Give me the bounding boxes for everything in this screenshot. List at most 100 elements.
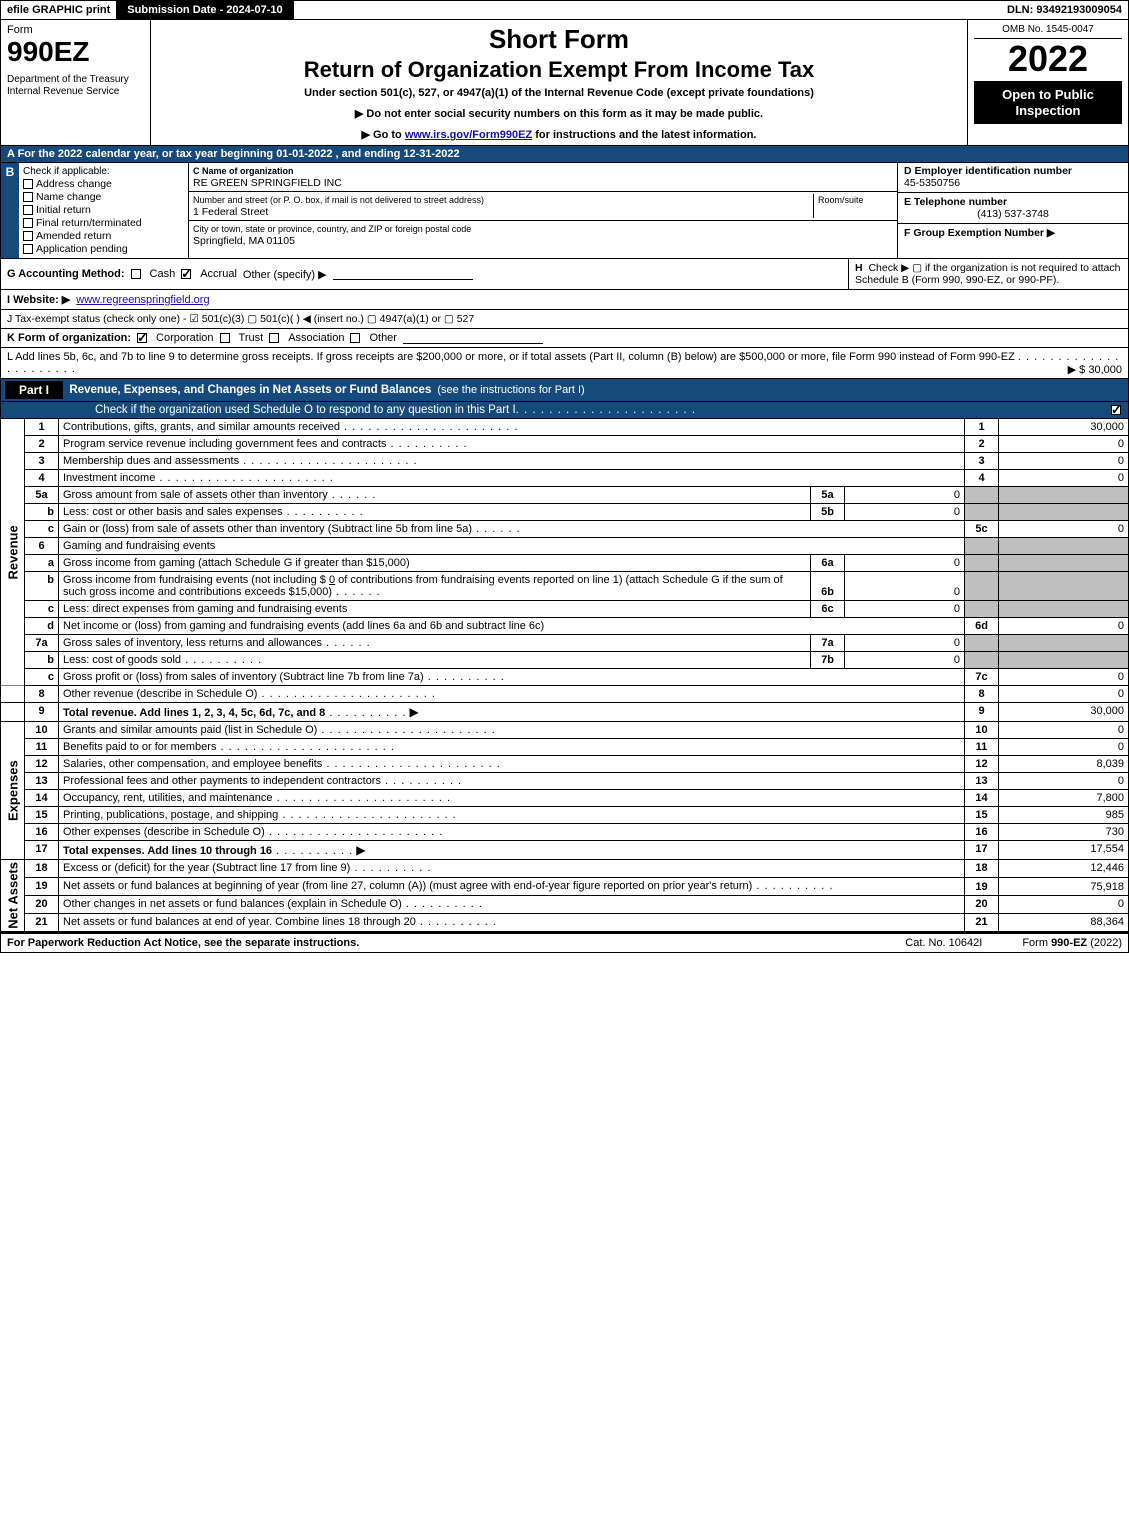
- g-label: G Accounting Method:: [7, 268, 125, 280]
- k-label: K Form of organization:: [7, 332, 131, 344]
- val-7a: 0: [845, 635, 965, 652]
- ein: 45-5350756: [904, 177, 1122, 189]
- val-4: 0: [999, 470, 1129, 487]
- val-6b: 0: [845, 572, 965, 601]
- chk-amended-return[interactable]: Amended return: [23, 230, 184, 242]
- i-label: I Website: ▶: [7, 293, 70, 306]
- irs-link[interactable]: www.irs.gov/Form990EZ: [405, 129, 532, 141]
- c-street-label: Number and street (or P. O. box, if mail…: [193, 195, 484, 205]
- val-3: 0: [999, 453, 1129, 470]
- open-to-public: Open to Public Inspection: [974, 81, 1122, 124]
- room-label: Room/suite: [818, 195, 864, 205]
- top-bar: efile GRAPHIC print Submission Date - 20…: [0, 0, 1129, 20]
- box-h: H Check ▶ ▢ if the organization is not r…: [848, 259, 1128, 289]
- header-mid: Short Form Return of Organization Exempt…: [151, 20, 968, 145]
- val-8: 0: [999, 686, 1129, 703]
- page-footer: For Paperwork Reduction Act Notice, see …: [0, 932, 1129, 953]
- chk-initial-return[interactable]: Initial return: [23, 204, 184, 216]
- chk-name-change[interactable]: Name change: [23, 191, 184, 203]
- tax-year: 2022: [974, 41, 1122, 77]
- letter-b: B: [1, 163, 19, 258]
- other-specify-input[interactable]: [333, 268, 473, 280]
- val-16: 730: [999, 824, 1129, 841]
- row-gh: G Accounting Method: Cash Accrual Other …: [0, 259, 1129, 290]
- chk-other-org[interactable]: [350, 333, 360, 343]
- l-amount: ▶ $ 30,000: [1068, 363, 1122, 376]
- box-c: C Name of organization RE GREEN SPRINGFI…: [189, 163, 898, 258]
- chk-accrual[interactable]: [181, 269, 191, 279]
- omb-number: OMB No. 1545-0047: [974, 24, 1122, 39]
- efile-label: efile GRAPHIC print: [1, 1, 117, 19]
- chk-cash[interactable]: [131, 269, 141, 279]
- org-street: 1 Federal Street: [193, 206, 268, 218]
- netassets-sidelabel: Net Assets: [1, 860, 25, 932]
- org-city: Springfield, MA 01105: [193, 235, 295, 247]
- box-b-label: Check if applicable:: [23, 166, 184, 177]
- val-15: 985: [999, 807, 1129, 824]
- row-k: K Form of organization: Corporation Trus…: [0, 329, 1129, 348]
- val-5b: 0: [845, 504, 965, 521]
- f-label: F Group Exemption Number ▶: [904, 227, 1122, 239]
- lines-table: Revenue 1 Contributions, gifts, grants, …: [0, 419, 1129, 932]
- dept-label: Department of the Treasury Internal Reve…: [7, 74, 144, 98]
- chk-trust[interactable]: [220, 333, 230, 343]
- val-6a: 0: [845, 555, 965, 572]
- website-link[interactable]: www.regreenspringfield.org: [76, 294, 209, 306]
- part1-header: Part I Revenue, Expenses, and Changes in…: [0, 379, 1129, 402]
- short-form-title: Short Form: [159, 24, 959, 55]
- val-20: 0: [999, 895, 1129, 913]
- val-5c: 0: [999, 521, 1129, 538]
- val-2: 0: [999, 436, 1129, 453]
- val-10: 0: [999, 722, 1129, 739]
- row-j: J Tax-exempt status (check only one) - ☑…: [0, 310, 1129, 329]
- dln: DLN: 93492193009054: [1001, 1, 1128, 19]
- submission-date: Submission Date - 2024-07-10: [117, 1, 293, 19]
- chk-final-return[interactable]: Final return/terminated: [23, 217, 184, 229]
- org-name: RE GREEN SPRINGFIELD INC: [193, 177, 342, 189]
- val-13: 0: [999, 773, 1129, 790]
- part1-note: (see the instructions for Part I): [437, 384, 584, 396]
- val-18: 12,446: [999, 860, 1129, 878]
- footer-left: For Paperwork Reduction Act Notice, see …: [7, 937, 865, 949]
- val-12: 8,039: [999, 756, 1129, 773]
- chk-association[interactable]: [269, 333, 279, 343]
- val-19: 75,918: [999, 877, 1129, 895]
- other-org-input[interactable]: [403, 332, 543, 344]
- header-right: OMB No. 1545-0047 2022 Open to Public In…: [968, 20, 1128, 145]
- val-6d: 0: [999, 618, 1129, 635]
- chk-corporation[interactable]: [137, 333, 147, 343]
- box-def: D Employer identification number 45-5350…: [898, 163, 1128, 258]
- chk-address-change[interactable]: Address change: [23, 178, 184, 190]
- part1-label: Part I: [5, 381, 63, 399]
- chk-schedule-o[interactable]: [1111, 405, 1121, 415]
- c-name-label: C Name of organization: [193, 166, 294, 176]
- val-6c: 0: [845, 601, 965, 618]
- val-5a: 0: [845, 487, 965, 504]
- phone: (413) 537-3748: [904, 208, 1122, 220]
- instr-1: ▶ Do not enter social security numbers o…: [159, 107, 959, 120]
- form-word: Form: [7, 24, 144, 36]
- part1-sub: Check if the organization used Schedule …: [0, 402, 1129, 419]
- chk-application-pending[interactable]: Application pending: [23, 243, 184, 255]
- d-label: D Employer identification number: [904, 165, 1122, 177]
- main-title: Return of Organization Exempt From Incom…: [159, 57, 959, 83]
- instr2-post: for instructions and the latest informat…: [532, 129, 756, 141]
- box-b: Check if applicable: Address change Name…: [19, 163, 189, 258]
- val-11: 0: [999, 739, 1129, 756]
- val-17: 17,554: [999, 841, 1129, 860]
- form-number: 990EZ: [7, 36, 144, 68]
- instr-2: ▶ Go to www.irs.gov/Form990EZ for instru…: [159, 128, 959, 141]
- instr2-pre: ▶ Go to: [362, 129, 405, 141]
- val-14: 7,800: [999, 790, 1129, 807]
- sub-title: Under section 501(c), 527, or 4947(a)(1)…: [159, 87, 959, 99]
- part1-title: Revenue, Expenses, and Changes in Net As…: [69, 384, 431, 396]
- row-l: L Add lines 5b, 6c, and 7b to line 9 to …: [0, 348, 1129, 379]
- c-city-label: City or town, state or province, country…: [193, 224, 471, 234]
- footer-right: Form 990-EZ (2022): [1022, 937, 1122, 949]
- val-7b: 0: [845, 652, 965, 669]
- val-9: 30,000: [999, 703, 1129, 722]
- section-bcdef: B Check if applicable: Address change Na…: [0, 163, 1129, 259]
- row-i: I Website: ▶ www.regreenspringfield.org: [0, 290, 1129, 310]
- expenses-sidelabel: Expenses: [1, 722, 25, 860]
- form-header: Form 990EZ Department of the Treasury In…: [0, 20, 1129, 146]
